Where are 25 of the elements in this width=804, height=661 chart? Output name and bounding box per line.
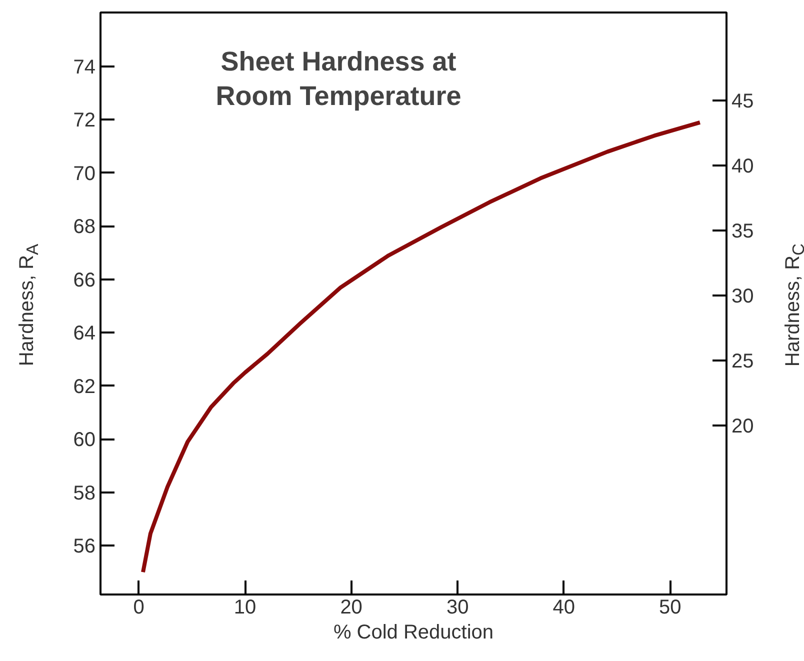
y2-tick-label: 30	[732, 286, 754, 308]
y-tick-label: 68	[73, 216, 96, 238]
y-tick-label: 64	[73, 322, 96, 345]
text: Sheet Hardness at Room Temperature	[216, 46, 462, 111]
line-series	[141, 120, 702, 574]
y2-tick-label: 25	[732, 350, 754, 373]
y-tick-label: 74	[73, 56, 96, 79]
x-tick-label: 10	[234, 596, 256, 618]
x-tick-label: 40	[552, 596, 576, 618]
y-tick-label: 60	[73, 429, 96, 452]
y-tick-label: 62	[73, 376, 96, 398]
y2-tick-label: 45	[732, 90, 754, 113]
y-tick-label: 66	[73, 269, 96, 292]
y2-tick-label: 40	[732, 156, 754, 178]
y-tick-label: 58	[73, 482, 96, 504]
x-tick-label: 20	[340, 596, 362, 618]
y2-tick-label: 20	[732, 416, 754, 438]
x-axis-title: % Cold Reduction	[333, 622, 494, 644]
y-tick-label: 56	[73, 536, 96, 558]
x-tick-label: 30	[446, 596, 469, 618]
y-tick-label: 70	[73, 162, 96, 185]
y-tick-label: 72	[73, 110, 96, 132]
x-tick-label: 50	[659, 596, 682, 618]
y2-tick-label: 35	[732, 220, 754, 243]
x-tick-label: 0	[133, 596, 144, 618]
